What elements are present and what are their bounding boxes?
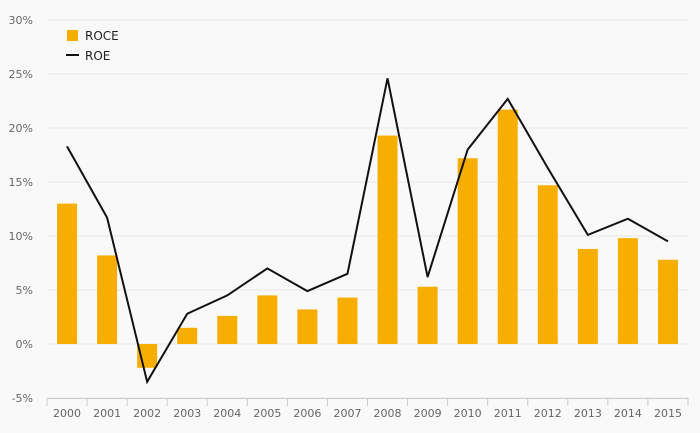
x-tick-label: 2007 <box>333 407 361 420</box>
x-tick-label: 2013 <box>574 407 602 420</box>
roe-line <box>66 78 669 385</box>
roce-bar <box>417 286 438 344</box>
roce-bar <box>617 238 638 344</box>
roce-bar <box>337 297 358 344</box>
x-tick-label: 2012 <box>534 407 562 420</box>
y-tick-label: -5% <box>12 392 33 405</box>
x-tick-label: 2004 <box>213 407 241 420</box>
y-tick-label: 0% <box>16 338 33 351</box>
roce-bar <box>57 203 78 344</box>
roce-bar <box>97 255 118 344</box>
x-tick-label: 2005 <box>253 407 281 420</box>
roce-bar <box>297 309 318 344</box>
roe-line-group <box>66 78 669 385</box>
x-tick-label: 2001 <box>93 407 121 420</box>
roce-bars <box>57 109 678 368</box>
y-axis-ticks: -5% 0% 5% 10% 15% 20% 25% 30% <box>9 14 33 405</box>
roce-bar <box>537 185 558 344</box>
legend-roce-label: ROCE <box>85 29 119 43</box>
roce-bar <box>177 327 198 344</box>
y-tick-label: 30% <box>9 14 33 27</box>
x-tick-label: 2003 <box>173 407 201 420</box>
y-tick-label: 20% <box>9 122 33 135</box>
y-tick-label: 25% <box>9 68 33 81</box>
x-tick-label: 2008 <box>374 407 402 420</box>
x-tick-label: 2014 <box>614 407 642 420</box>
roce-bar <box>377 135 398 344</box>
y-tick-label: 5% <box>16 284 33 297</box>
x-tick-label: 2009 <box>414 407 442 420</box>
roce-bar <box>577 248 598 344</box>
roce-bar <box>217 315 238 344</box>
roce-bar <box>257 295 278 344</box>
roce-bar <box>497 109 518 344</box>
legend-roe-label: ROE <box>85 49 110 63</box>
x-tick-label: 2015 <box>654 407 682 420</box>
legend-roce-swatch <box>67 30 78 41</box>
x-tick-label: 2002 <box>133 407 161 420</box>
y-tick-label: 10% <box>9 230 33 243</box>
legend: ROCE ROE <box>66 29 119 63</box>
roce-bar <box>457 158 478 344</box>
x-tick-label: 2000 <box>53 407 81 420</box>
roce-bar <box>657 259 678 344</box>
x-axis: 2000 2001 2002 2003 2004 2005 2006 2007 2008 2009… <box>46 398 689 420</box>
y-tick-label: 15% <box>9 176 33 189</box>
x-tick-label: 2006 <box>293 407 321 420</box>
x-tick-label: 2010 <box>454 407 482 420</box>
x-tick-label: 2011 <box>494 407 522 420</box>
